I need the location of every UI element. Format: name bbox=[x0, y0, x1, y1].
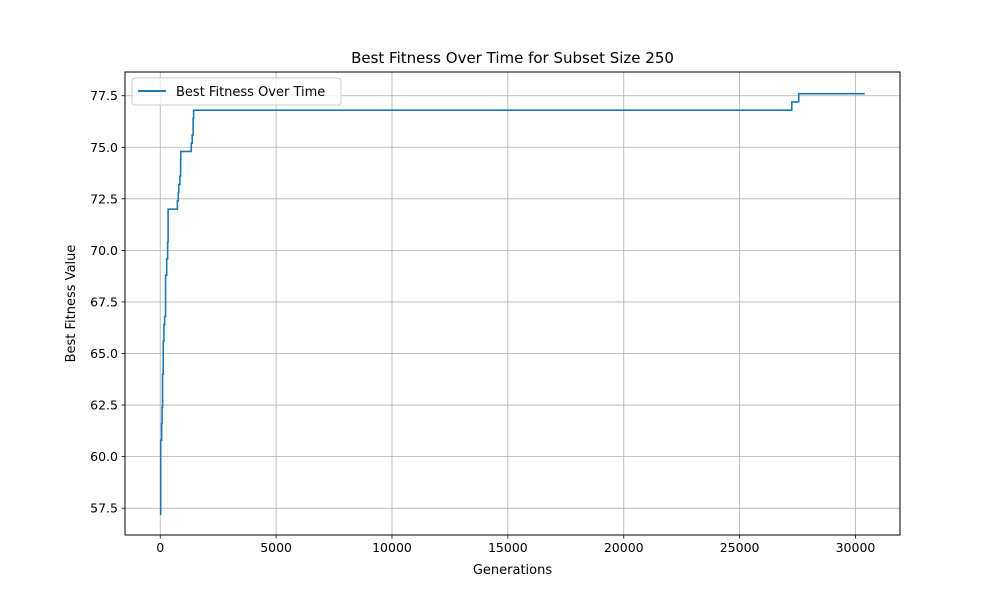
x-axis-label: Generations bbox=[473, 563, 553, 578]
y-tick-label: 57.5 bbox=[90, 501, 118, 516]
plot-series bbox=[159, 92, 865, 516]
x-tick-label: 10000 bbox=[372, 540, 412, 555]
y-tick-label: 77.5 bbox=[90, 88, 118, 103]
x-tick-label: 15000 bbox=[488, 540, 528, 555]
chart-title: Best Fitness Over Time for Subset Size 2… bbox=[351, 49, 674, 67]
y-axis-label: Best Fitness Value bbox=[64, 245, 79, 363]
series-line bbox=[159, 92, 865, 516]
x-tick-label: 5000 bbox=[260, 540, 292, 555]
legend: Best Fitness Over Time bbox=[131, 77, 342, 106]
x-tick-label: 30000 bbox=[836, 540, 876, 555]
x-tick-label: 25000 bbox=[720, 540, 760, 555]
y-tick-label: 62.5 bbox=[90, 398, 118, 413]
y-tick-label: 67.5 bbox=[90, 294, 118, 309]
legend-entry-label: Best Fitness Over Time bbox=[176, 85, 325, 100]
y-tick-label: 70.0 bbox=[90, 243, 118, 258]
y-tick-label: 65.0 bbox=[90, 346, 118, 361]
plot-frame bbox=[124, 71, 901, 536]
y-tick-label: 72.5 bbox=[90, 191, 118, 206]
legend-box bbox=[131, 77, 342, 106]
y-tick-label: 60.0 bbox=[90, 449, 118, 464]
x-tick-label: 20000 bbox=[604, 540, 644, 555]
x-tick-label: 0 bbox=[156, 540, 164, 555]
x-axis-ticks: 0 5000 10000 15000 20000 25000 30000 bbox=[156, 535, 875, 555]
grid bbox=[125, 72, 900, 535]
y-axis-ticks: 57.5 60.0 62.5 65.0 67.5 70.0 72.5 75.0 77.5 bbox=[90, 88, 125, 516]
y-tick-label: 75.0 bbox=[90, 140, 118, 155]
